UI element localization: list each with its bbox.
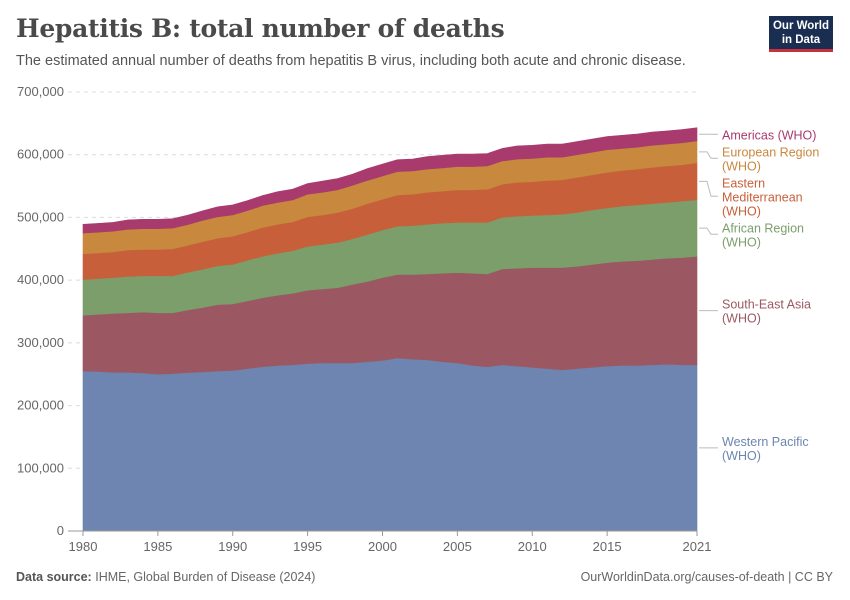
data-source: Data source: IHME, Global Burden of Dise… [16, 570, 315, 584]
label-connector [699, 227, 718, 235]
series-label-line: (WHO) [722, 204, 761, 218]
logo-line-2: in Data [781, 34, 821, 46]
series-label: Americas (WHO) [722, 128, 816, 142]
series-label: South-East Asia (WHO) [722, 298, 811, 326]
series-label-line: African Region [722, 221, 804, 235]
series-label-line: Eastern [722, 176, 765, 190]
series-label: Eastern Mediterranean (WHO) [722, 176, 803, 218]
series-label-line: South-East Asia [722, 298, 811, 312]
y-axis-ticks: 0 100,000 200,000 300,000 400,000 500,000 600,… [17, 84, 64, 538]
series-label: African Region (WHO) [722, 221, 804, 249]
x-tick-label: 1990 [218, 539, 247, 554]
series-label-line: (WHO) [722, 235, 761, 249]
x-axis: 1980 1985 1990 1995 2000 2005 2010 2015 2021 [68, 530, 712, 554]
series-label-line: Western Pacific [722, 435, 809, 449]
chart-subtitle: The estimated annual number of deaths fr… [16, 53, 686, 69]
x-tick-label: 2005 [443, 539, 472, 554]
stacked-area-chart: 0 100,000 200,000 300,000 400,000 500,000 600,… [17, 84, 819, 554]
series-label: European Region (WHO) [722, 145, 819, 173]
y-tick-label: 400,000 [17, 272, 64, 287]
y-tick-label: 100,000 [17, 460, 64, 475]
chart-title: Hepatitis B: total number of deaths [16, 14, 505, 43]
logo-line-1: Our World [772, 20, 829, 32]
y-tick-label: 0 [57, 523, 64, 538]
series-label-line: Americas (WHO) [722, 128, 816, 142]
y-tick-label: 700,000 [17, 84, 64, 99]
y-tick-label: 200,000 [17, 398, 64, 413]
series-label-line: Mediterranean [722, 190, 803, 204]
y-tick-label: 300,000 [17, 335, 64, 350]
x-tick-label: 1985 [143, 539, 172, 554]
footer-link[interactable]: OurWorldinData.org/causes-of-death | CC … [580, 570, 833, 584]
label-connector [699, 180, 718, 197]
x-tick-label: 1995 [293, 539, 322, 554]
x-tick-label: 2000 [368, 539, 397, 554]
data-source-label: Data source: [16, 570, 92, 584]
series-label-line: (WHO) [722, 159, 761, 173]
label-connector [699, 151, 718, 159]
owid-logo[interactable]: Our World in Data [769, 16, 833, 52]
series-label-line: (WHO) [722, 449, 761, 463]
area-americas-who[interactable] [82, 127, 698, 234]
x-tick-label: 1980 [69, 539, 98, 554]
y-tick-label: 500,000 [17, 209, 64, 224]
x-tick-label: 2010 [518, 539, 547, 554]
y-tick-label: 600,000 [17, 147, 64, 162]
series-label: Western Pacific (WHO) [722, 435, 809, 463]
x-tick-label: 2021 [683, 539, 712, 554]
series-label-line: European Region [722, 145, 819, 159]
series-label-line: (WHO) [722, 312, 761, 326]
series-areas [82, 127, 698, 532]
area-western-pacific-who[interactable] [82, 357, 698, 532]
data-source-text: IHME, Global Burden of Disease (2024) [95, 570, 316, 584]
series-labels: Americas (WHO)European Region (WHO)Easter… [699, 128, 819, 463]
x-tick-label: 2015 [593, 539, 622, 554]
